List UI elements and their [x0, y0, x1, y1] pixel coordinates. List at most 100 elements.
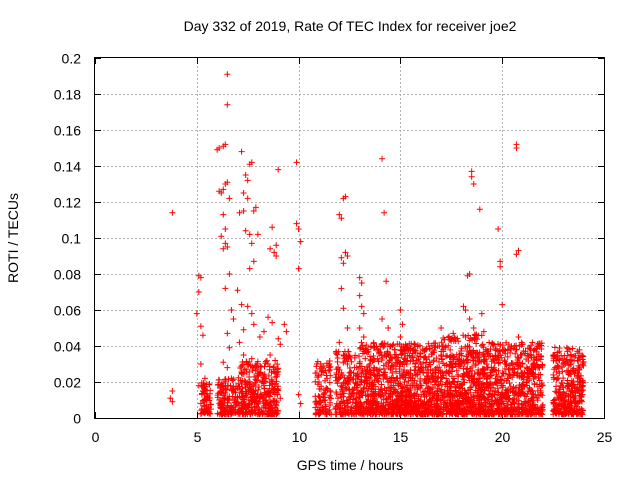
scatter-point	[442, 370, 449, 376]
scatter-point	[438, 375, 445, 382]
scatter-point	[261, 371, 268, 378]
scatter-point	[338, 370, 345, 376]
scatter-point	[295, 391, 302, 398]
scatter-point	[431, 391, 438, 398]
scatter-point	[515, 355, 522, 362]
scatter-point	[387, 365, 394, 372]
scatter-point	[242, 172, 249, 178]
scatter-point	[411, 347, 418, 354]
scatter-point	[358, 280, 365, 286]
scatter-point	[487, 369, 494, 376]
scatter-point	[235, 374, 242, 381]
scatter-point	[426, 390, 433, 397]
scatter-point	[484, 351, 491, 358]
scatter-point	[527, 397, 534, 403]
scatter-point	[499, 301, 506, 308]
scatter-point	[248, 310, 255, 317]
scatter-point	[269, 224, 276, 231]
scatter-point	[463, 390, 470, 397]
scatter-point	[438, 325, 445, 331]
scatter-point	[473, 331, 480, 338]
scatter-point	[277, 395, 284, 402]
scatter-point	[473, 349, 480, 356]
scatter-point	[414, 342, 421, 349]
scatter-point	[509, 397, 516, 403]
scatter-point	[415, 393, 422, 400]
scatter-point	[392, 378, 399, 385]
scatter-point	[250, 208, 257, 214]
scatter-point	[246, 400, 253, 407]
scatter-point	[244, 303, 251, 310]
scatter-point	[506, 362, 513, 369]
scatter-point	[534, 397, 541, 404]
scatter-point	[340, 260, 347, 267]
scatter-point	[485, 373, 492, 380]
scatter-point	[348, 406, 355, 412]
scatter-point	[354, 376, 361, 383]
scatter-point	[368, 379, 375, 385]
scatter-point	[430, 357, 437, 364]
scatter-point	[496, 359, 503, 366]
scatter-point	[535, 371, 542, 378]
scatter-point	[236, 393, 243, 400]
scatter-point	[417, 350, 424, 357]
scatter-point	[348, 358, 355, 365]
scatter-point	[436, 382, 443, 389]
scatter-point	[494, 380, 501, 387]
scatter-point	[370, 393, 377, 400]
scatter-point	[218, 233, 225, 240]
scatter-point	[259, 410, 266, 417]
scatter-point	[313, 400, 320, 407]
scatter-point	[470, 379, 477, 385]
scatter-point	[413, 357, 420, 364]
scatter-point	[342, 193, 349, 200]
scatter-point	[539, 364, 546, 371]
scatter-point	[358, 363, 365, 370]
scatter-point	[340, 352, 347, 358]
scatter-point	[525, 357, 532, 364]
scatter-point	[246, 231, 253, 238]
scatter-point	[452, 361, 459, 367]
scatter-point	[344, 361, 351, 367]
scatter-point	[457, 363, 464, 370]
scatter-point	[468, 384, 475, 391]
scatter-point	[246, 368, 253, 375]
scatter-point	[397, 307, 404, 313]
scatter-point	[479, 341, 486, 348]
scatter-point	[387, 352, 394, 358]
scatter-point	[344, 325, 351, 331]
scatter-point	[267, 389, 274, 396]
scatter-point	[519, 400, 526, 407]
scatter-point	[512, 346, 519, 353]
scatter-point	[439, 369, 446, 376]
scatter-point	[519, 361, 526, 367]
scatter-point	[379, 340, 386, 347]
scatter-point	[521, 370, 528, 376]
scatter-point	[410, 391, 417, 398]
scatter-point	[342, 249, 349, 256]
scatter-point	[346, 386, 353, 393]
scatter-point	[239, 361, 246, 368]
scatter-point	[387, 354, 394, 361]
scatter-point	[520, 390, 527, 397]
scatter-point	[499, 369, 506, 376]
scatter-point	[472, 354, 479, 361]
scatter-point	[462, 334, 469, 340]
scatter-point	[496, 376, 503, 383]
scatter-point	[342, 404, 349, 411]
scatter-point	[375, 358, 382, 365]
scatter-point	[220, 245, 227, 252]
scatter-point	[486, 379, 493, 385]
scatter-point	[336, 211, 343, 218]
scatter-point	[356, 358, 363, 365]
scatter-point	[247, 411, 254, 418]
scatter-point	[483, 356, 490, 363]
scatter-point	[269, 319, 276, 326]
scatter-point	[378, 381, 385, 388]
scatter-point	[447, 346, 454, 353]
scatter-point	[375, 392, 382, 399]
scatter-point	[523, 393, 530, 400]
scatter-point	[256, 396, 263, 403]
scatter-point	[468, 352, 475, 358]
scatter-point	[265, 361, 272, 367]
